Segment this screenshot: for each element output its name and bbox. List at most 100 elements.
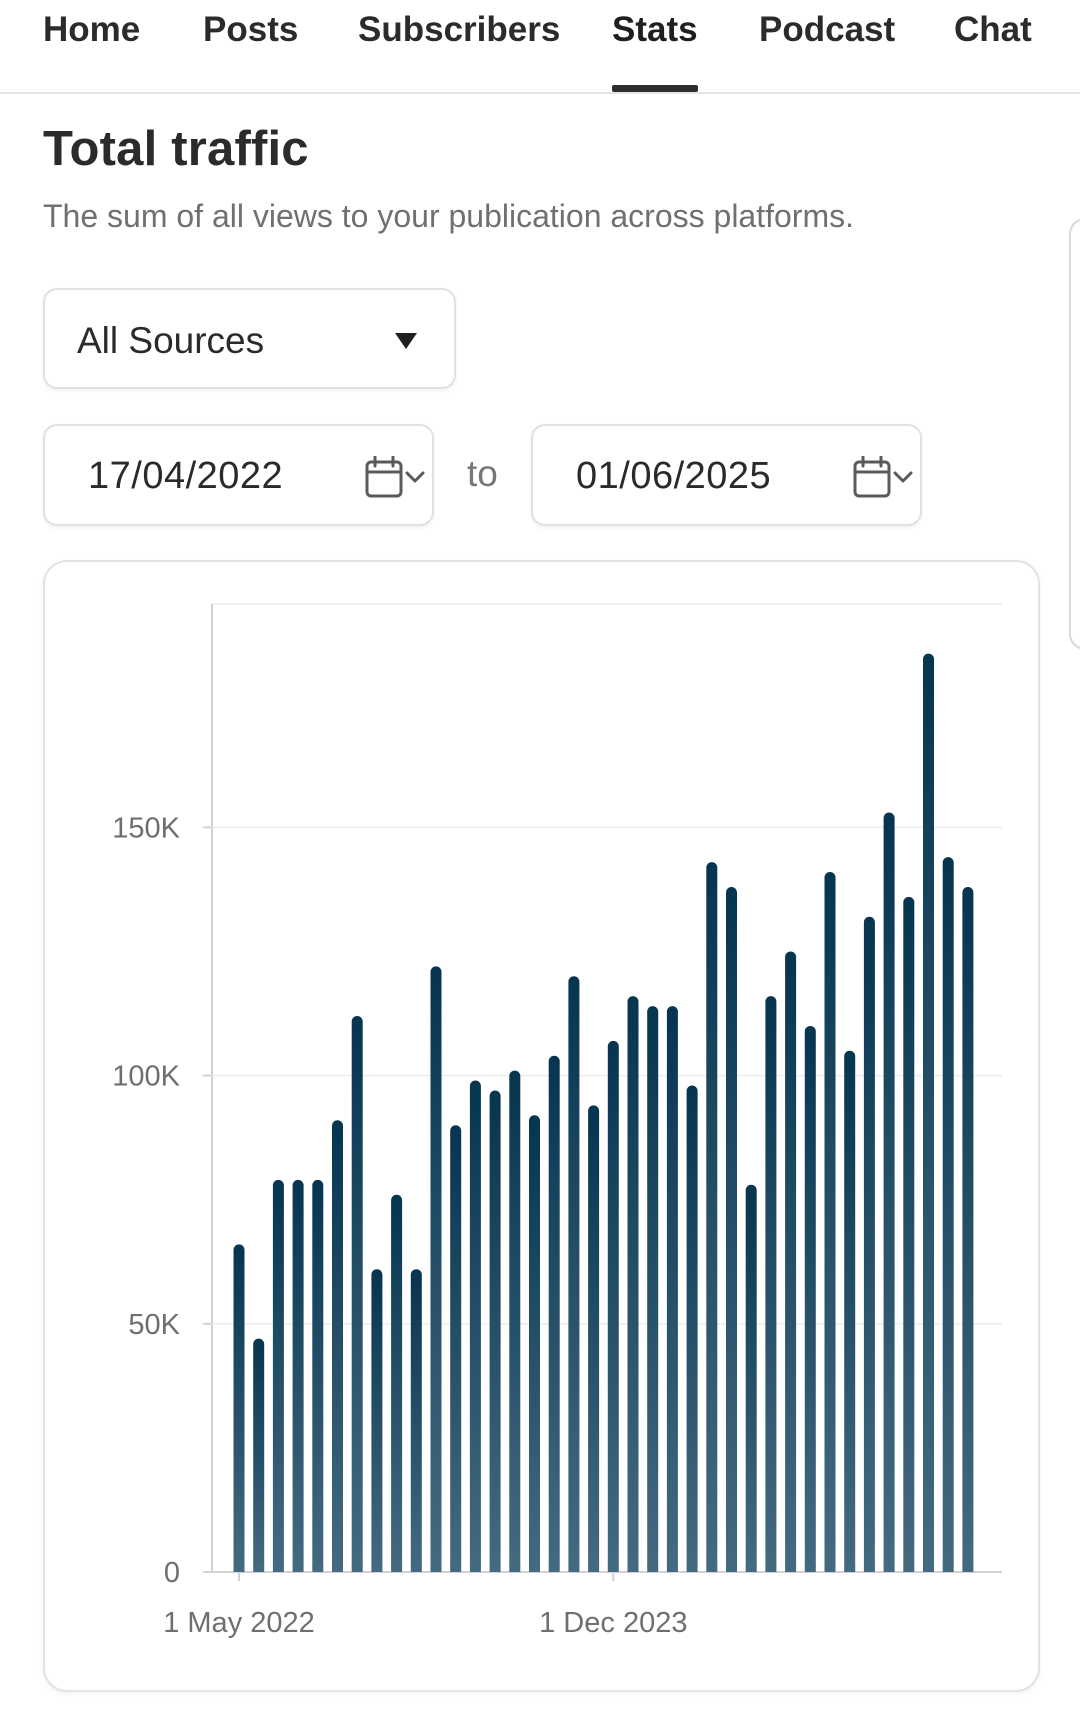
tab-podcast[interactable]: Podcast	[759, 10, 896, 49]
chart-bar-base	[489, 1566, 501, 1572]
chart-bar-base	[706, 1566, 718, 1572]
chart-bar-base	[292, 1566, 304, 1572]
chart-bar-base	[450, 1566, 462, 1572]
chart-bar-base	[883, 1566, 895, 1572]
chart-bar-base	[548, 1566, 560, 1572]
chart-bar-base	[903, 1566, 915, 1572]
chart-bar[interactable]: Dec 2022: 61000	[371, 1269, 383, 1572]
chart-bar[interactable]: Dec 2023: 107000	[607, 1040, 619, 1572]
chart-bar-base	[351, 1566, 363, 1572]
chart-bar-base	[942, 1566, 954, 1572]
chart-bar[interactable]: May 2023: 99000	[469, 1080, 481, 1572]
chart-bar[interactable]: Mar 2023: 122000	[430, 966, 442, 1572]
chart-bar-base	[804, 1566, 816, 1572]
chart-bar[interactable]: Jan 2023: 76000	[391, 1194, 403, 1572]
chart-bar[interactable]: Feb 2025: 153000	[883, 812, 895, 1572]
x-tick-label: 1 Dec 2023	[539, 1607, 687, 1639]
tab-subscribers[interactable]: Subscribers	[358, 10, 561, 49]
calendar-icon[interactable]	[365, 455, 427, 505]
chart-bar[interactable]: Jul 2022: 79000	[272, 1179, 284, 1572]
chart-bar[interactable]: May 2025: 144000	[942, 857, 954, 1572]
chart-bar-base	[509, 1566, 521, 1572]
chart-bar-base	[529, 1566, 540, 1572]
chart-bar-base	[726, 1566, 737, 1572]
side-panel-edge[interactable]	[1069, 218, 1080, 650]
chart-bar-base	[844, 1566, 856, 1572]
chart-bar-base	[371, 1566, 383, 1572]
tab-chat[interactable]: Chat	[954, 10, 1032, 49]
chart-bar[interactable]: Jun 2025: 138000	[962, 886, 974, 1572]
y-tick-label: 0	[164, 1557, 180, 1589]
traffic-bar-chart: 0 50K 100K 150K May 2022: 66000 Jun 2022: 47…	[112, 603, 1002, 1639]
chart-bar[interactable]: Apr 2025: 185000	[923, 653, 934, 1572]
chart-bar[interactable]: Aug 2024: 116000	[765, 996, 777, 1572]
chart-bar[interactable]: Nov 2024: 141000	[824, 872, 836, 1572]
y-tick-label: 150K	[112, 812, 180, 844]
chart-bar[interactable]: May 2022: 66000	[233, 1244, 245, 1572]
chart-bar[interactable]: Jun 2022: 47000	[253, 1338, 265, 1572]
chart-bar[interactable]: Feb 2024: 114000	[647, 1006, 659, 1572]
chart-bar-base	[312, 1566, 324, 1572]
calendar-icon[interactable]	[853, 455, 915, 505]
traffic-chart-card: 0 50K 100K 150K May 2022: 66000 Jun 2022: 47…	[43, 560, 1040, 1692]
chart-bar[interactable]: Nov 2023: 94000	[588, 1105, 600, 1572]
start-date-value: 17/04/2022	[88, 455, 284, 497]
chart-bar-base	[430, 1566, 442, 1572]
chart-bar-base	[391, 1566, 403, 1572]
chart-bar[interactable]: Jun 2024: 138000	[726, 886, 737, 1572]
chart-bar[interactable]: Sep 2024: 125000	[785, 951, 797, 1572]
x-axis: 1 May 2022 1 Dec 2023	[163, 1572, 687, 1639]
page-title: Total traffic	[43, 122, 309, 176]
chart-bar[interactable]: Nov 2022: 112000	[351, 1016, 363, 1572]
chart-bars: May 2022: 66000 Jun 2022: 47000 Jul 2022: …	[233, 653, 974, 1572]
chart-bar-base	[785, 1566, 797, 1572]
chart-bar-base	[332, 1566, 343, 1572]
chart-bar-base	[863, 1566, 875, 1572]
y-tick-label: 100K	[112, 1061, 180, 1093]
chart-bar-base	[923, 1566, 934, 1572]
chart-bar[interactable]: Aug 2022: 79000	[292, 1179, 304, 1572]
chart-bar[interactable]: Mar 2024: 114000	[666, 1006, 678, 1572]
chart-bar[interactable]: Jul 2024: 78000	[745, 1184, 757, 1572]
chart-bar[interactable]: Jun 2023: 97000	[489, 1090, 501, 1572]
y-tick-label: 50K	[128, 1309, 180, 1341]
page-subtitle: The sum of all views to your publication…	[43, 198, 854, 234]
chart-bar[interactable]: Apr 2024: 98000	[686, 1085, 698, 1572]
chart-bar-base	[469, 1566, 481, 1572]
start-date-input[interactable]: 17/04/2022	[43, 424, 434, 526]
tab-home[interactable]: Home	[43, 10, 141, 49]
end-date-value: 01/06/2025	[576, 455, 772, 497]
chart-bar[interactable]: Mar 2025: 136000	[903, 896, 915, 1572]
chart-bar[interactable]: Jul 2023: 101000	[509, 1070, 521, 1572]
source-select-value: All Sources	[77, 320, 265, 361]
end-date-input[interactable]: 01/06/2025	[531, 424, 922, 526]
chart-bar-base	[765, 1566, 777, 1572]
tab-posts[interactable]: Posts	[203, 10, 299, 49]
chart-bar-base	[962, 1566, 974, 1572]
top-nav: Home Posts Subscribers Stats Podcast Cha…	[0, 0, 1080, 94]
chart-bar[interactable]: Oct 2023: 120000	[568, 976, 580, 1572]
chart-bar[interactable]: Apr 2023: 90000	[450, 1125, 462, 1572]
chart-bar-base	[410, 1566, 422, 1572]
chart-bar-base	[686, 1566, 698, 1572]
chart-bar[interactable]: Oct 2022: 91000	[332, 1120, 343, 1572]
chart-bar-base	[627, 1566, 639, 1572]
chart-bar[interactable]: Feb 2023: 61000	[410, 1269, 422, 1572]
chart-bar[interactable]: Sep 2022: 79000	[312, 1179, 324, 1572]
chart-bar-base	[233, 1566, 245, 1572]
chart-bar[interactable]: May 2024: 143000	[706, 862, 718, 1572]
chart-bar[interactable]: Jan 2025: 132000	[863, 916, 875, 1572]
chart-bar-base	[666, 1566, 678, 1572]
chart-bar[interactable]: Jan 2024: 116000	[627, 996, 639, 1572]
chart-bar-base	[568, 1566, 580, 1572]
tab-stats-label: Stats	[612, 10, 698, 49]
chart-bar[interactable]: Dec 2024: 105000	[844, 1050, 856, 1572]
tab-stats[interactable]: Stats	[612, 10, 698, 92]
source-select[interactable]: All Sources	[43, 288, 456, 389]
chart-bar-base	[272, 1566, 284, 1572]
chart-bar-base	[647, 1566, 659, 1572]
chart-bar[interactable]: Aug 2023: 92000	[529, 1115, 540, 1572]
date-range-to-label: to	[467, 453, 498, 494]
chart-bar[interactable]: Oct 2024: 110000	[804, 1025, 816, 1572]
chart-bar[interactable]: Sep 2023: 104000	[548, 1055, 560, 1572]
